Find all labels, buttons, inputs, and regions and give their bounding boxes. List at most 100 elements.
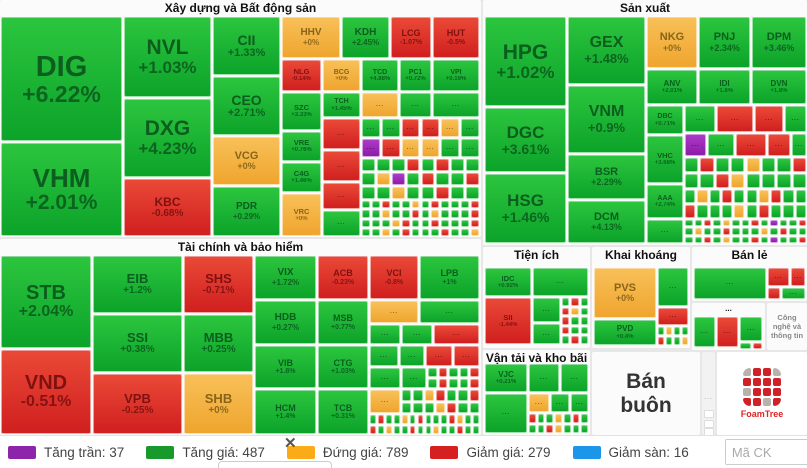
tile-small[interactable] [385, 415, 392, 424]
tile-small[interactable]: ... [785, 106, 806, 132]
tile-small[interactable] [401, 425, 408, 434]
tile-small[interactable] [391, 201, 400, 209]
tile-SHB[interactable]: SHB +0% [184, 374, 253, 434]
tile-small[interactable] [447, 390, 457, 401]
tile-small[interactable] [746, 205, 757, 218]
tile-small[interactable] [376, 187, 390, 199]
tile-PDR[interactable]: PDR +0.29% [213, 187, 280, 236]
tile-small[interactable]: ... [362, 119, 380, 137]
tile-VIX[interactable]: VIX +1.72% [255, 256, 316, 299]
tile-small[interactable] [682, 327, 688, 335]
tile-small[interactable] [471, 228, 479, 237]
tile-small[interactable] [425, 415, 432, 424]
tile-IDI[interactable]: IDI +1.8% [699, 70, 750, 104]
tile-small[interactable] [391, 187, 405, 199]
tile-NLG[interactable]: NLG -0.14% [282, 60, 321, 91]
sector-label-tai-chinh-va-bao-hiem[interactable]: Tài chính và bảo hiểm [177, 240, 304, 254]
tile-small[interactable] [466, 187, 479, 199]
tile-small[interactable] [385, 425, 392, 434]
tile-small[interactable] [562, 326, 570, 335]
tile-small[interactable] [798, 220, 806, 227]
tile-BCG[interactable]: BCG +0% [323, 60, 360, 91]
tile-small[interactable]: ... [736, 134, 766, 156]
tile-small[interactable] [779, 220, 788, 227]
tile-small[interactable] [421, 173, 435, 185]
tile-small[interactable] [658, 337, 664, 345]
tile-small[interactable] [563, 414, 571, 423]
tile-small[interactable] [715, 174, 730, 188]
foamtree-logo[interactable]: FoamTree [717, 352, 807, 435]
tile-small[interactable] [713, 236, 721, 243]
tile-small[interactable] [685, 236, 693, 243]
tile-small[interactable] [465, 425, 471, 434]
tile-small[interactable] [760, 236, 769, 243]
tile-small[interactable] [741, 220, 750, 227]
tile-small[interactable] [411, 228, 420, 237]
tile-small[interactable] [741, 236, 750, 243]
tile-small[interactable]: ... [571, 394, 588, 412]
tile-small[interactable]: ... [717, 106, 753, 132]
tile-small[interactable] [381, 201, 390, 209]
tile-small[interactable] [562, 298, 570, 306]
tile-small[interactable]: ... [740, 317, 762, 341]
close-icon[interactable]: ✕ [284, 435, 297, 452]
tile-small[interactable] [458, 402, 468, 413]
tile-small[interactable] [435, 390, 446, 401]
sector-label-ban-le[interactable]: Bán lẻ [731, 248, 768, 262]
tile-small[interactable] [473, 425, 479, 434]
tile-small[interactable] [401, 201, 410, 209]
tile-small[interactable] [441, 425, 448, 434]
tile-small[interactable] [428, 379, 437, 388]
tile-KDH[interactable]: KDH +2.45% [342, 17, 389, 58]
tile-small[interactable] [562, 307, 570, 316]
tile-small[interactable] [555, 424, 562, 433]
tile-small[interactable] [537, 424, 545, 433]
tile-small[interactable] [469, 402, 479, 413]
tile-VNM[interactable]: VNM +0.9% [568, 86, 645, 153]
tile-HPG[interactable]: HPG +1.02% [485, 17, 566, 106]
tile-HSG[interactable]: HSG +1.46% [485, 174, 566, 243]
tile-small[interactable] [758, 205, 770, 218]
tile-small[interactable] [777, 158, 791, 172]
tile-small[interactable] [700, 174, 714, 188]
tile-small[interactable] [580, 317, 588, 325]
tile-VRE[interactable]: VRE +0.76% [282, 132, 321, 161]
tile-DBC[interactable]: DBC +0.71% [647, 106, 683, 134]
tile-small[interactable]: ... [454, 346, 479, 366]
tile-small[interactable] [461, 219, 470, 227]
tile-small[interactable] [409, 415, 416, 424]
tile-small[interactable] [529, 424, 536, 433]
tile-NKG[interactable]: NKG +0% [647, 17, 697, 68]
tile-small[interactable] [674, 337, 680, 345]
tile-small[interactable]: ... [791, 268, 805, 286]
tile-small[interactable]: ... [421, 139, 440, 157]
tile-DGC[interactable]: DGC +3.61% [485, 108, 566, 172]
tile-small[interactable] [391, 210, 400, 218]
tile-small[interactable] [734, 190, 745, 203]
tile-PNJ[interactable]: PNJ +2.34% [699, 17, 750, 68]
tile-small[interactable] [438, 379, 448, 388]
tile-small[interactable] [451, 187, 465, 199]
tile-small[interactable] [431, 228, 440, 237]
tile-small[interactable] [562, 336, 570, 344]
tile-small[interactable] [703, 236, 712, 243]
tile-small[interactable] [753, 343, 762, 349]
tile-small[interactable] [697, 205, 708, 218]
tile-AAA[interactable]: AAA +2.74% [647, 185, 683, 218]
tile-small[interactable]: ... [401, 139, 420, 157]
tile-small[interactable] [715, 158, 730, 172]
tile-small[interactable] [771, 205, 782, 218]
tile-ANV[interactable]: ANV +2.01% [647, 70, 697, 104]
tile-small[interactable] [721, 205, 733, 218]
tile-small[interactable] [732, 236, 740, 243]
tile-small[interactable]: ... [402, 368, 426, 388]
tile-small[interactable] [362, 210, 370, 218]
tile-small[interactable] [449, 415, 456, 424]
tile-small[interactable] [713, 228, 721, 235]
tile-small[interactable] [666, 327, 672, 335]
tile-small[interactable]: ... [323, 211, 360, 236]
tile-KBC[interactable]: KBC -0.68% [124, 179, 211, 236]
tile-small[interactable] [703, 220, 712, 227]
tile-small[interactable] [572, 414, 580, 423]
tile-small[interactable] [370, 425, 376, 434]
